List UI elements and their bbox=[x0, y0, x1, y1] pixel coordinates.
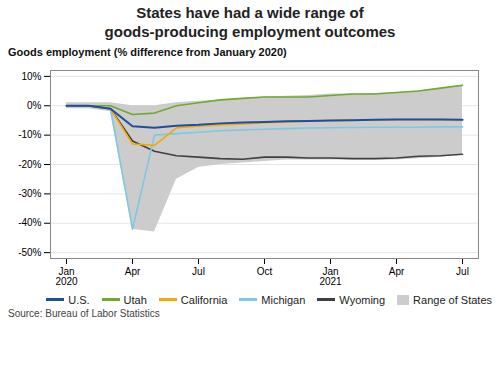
svg-text:-40%: -40% bbox=[18, 217, 41, 228]
svg-text:Jul: Jul bbox=[456, 265, 469, 276]
svg-text:-20%: -20% bbox=[18, 158, 41, 169]
html-text:Utah: Utah bbox=[123, 293, 147, 306]
html-text:Goods employment (% difference: Goods employment (% difference from Janu… bbox=[8, 45, 287, 58]
svg-text:Oct: Oct bbox=[257, 265, 273, 276]
html-text:Range of States: Range of States bbox=[413, 293, 492, 306]
html-text:States have had a wide range o: States have had a wide range of goods-pr… bbox=[104, 4, 396, 40]
svg-text:10%: 10% bbox=[21, 70, 41, 81]
html-text:Source: Bureau of Labor Statis: Source: Bureau of Labor Statistics bbox=[8, 307, 160, 319]
html-text:Wyoming: Wyoming bbox=[339, 293, 386, 306]
html-text:Michigan: Michigan bbox=[261, 293, 306, 306]
html-text:California: California bbox=[180, 293, 228, 306]
svg-text:Jan2021: Jan2021 bbox=[319, 265, 342, 286]
svg-text:Apr: Apr bbox=[125, 265, 141, 276]
svg-text:Apr: Apr bbox=[389, 265, 405, 276]
svg-text:Jan2020: Jan2020 bbox=[55, 265, 78, 286]
svg-text:-10%: -10% bbox=[18, 129, 41, 140]
html-text:U.S.: U.S. bbox=[68, 293, 90, 306]
svg-text:-50%: -50% bbox=[18, 246, 41, 257]
svg-text:-30%: -30% bbox=[18, 188, 41, 199]
svg-text:0%: 0% bbox=[27, 99, 42, 110]
svg-text:Jul: Jul bbox=[192, 265, 205, 276]
